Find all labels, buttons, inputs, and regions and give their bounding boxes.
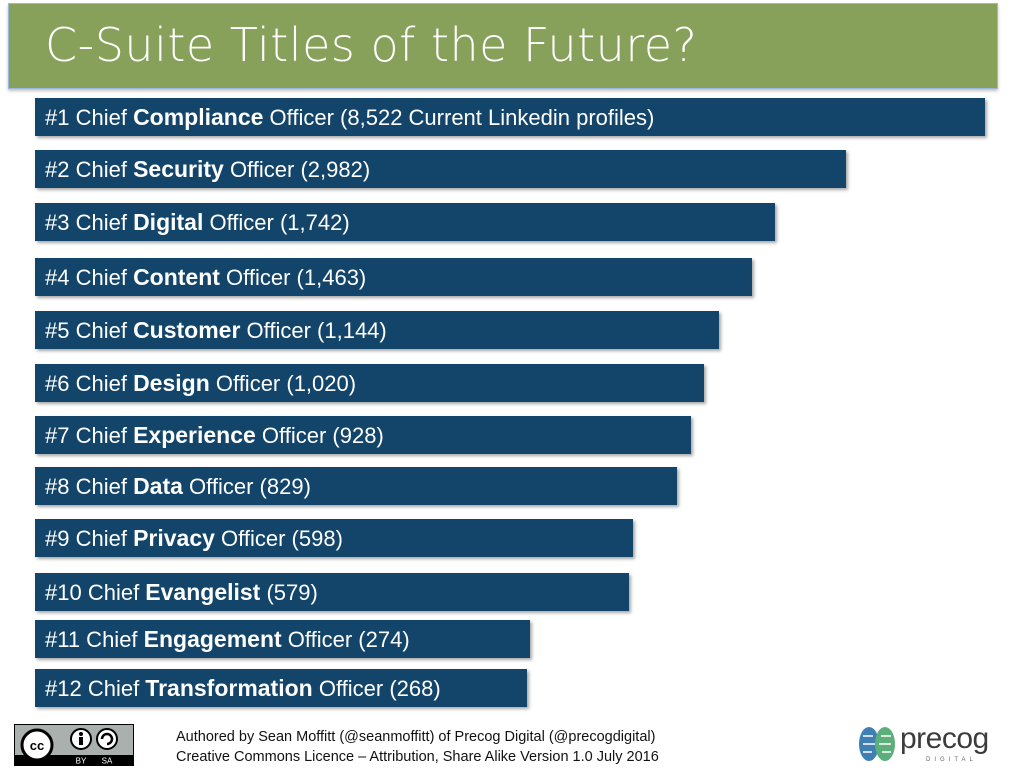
bar-label-suffix: Officer (829) bbox=[182, 474, 311, 499]
bar-label-suffix: Officer (1,463) bbox=[219, 265, 367, 290]
bar-11: #11 Chief Engagement Officer (274) bbox=[35, 620, 530, 658]
bar-label-prefix: #5 Chief bbox=[45, 318, 134, 343]
bar-3: #3 Chief Digital Officer (1,742) bbox=[35, 203, 775, 241]
bar-label-suffix: Officer (274) bbox=[281, 627, 410, 652]
bar-label-keyword: Evangelist bbox=[145, 579, 261, 605]
bar-label-suffix: Officer (1,144) bbox=[240, 318, 387, 343]
bar-label-prefix: #2 Chief bbox=[45, 157, 134, 182]
page-title: C-Suite Titles of the Future? bbox=[45, 18, 698, 72]
bar-label-keyword: Design bbox=[133, 370, 210, 396]
cc-by-label: BY bbox=[76, 757, 87, 766]
bar-label-prefix: #4 Chief bbox=[45, 265, 134, 290]
bar-label-suffix: Officer (1,020) bbox=[209, 371, 357, 396]
bar-label-prefix: #8 Chief bbox=[45, 474, 134, 499]
bar-label-keyword: Privacy bbox=[133, 525, 215, 551]
bar-label-keyword: Engagement bbox=[143, 626, 282, 652]
bar-10: #10 Chief Evangelist (579) bbox=[35, 573, 629, 611]
bar-label-keyword: Digital bbox=[133, 209, 204, 235]
bar-label-keyword: Content bbox=[133, 264, 220, 290]
bar-label-keyword: Transformation bbox=[145, 675, 313, 701]
bar-2: #2 Chief Security Officer (2,982) bbox=[35, 150, 846, 188]
logo-subtitle: DIGITAL bbox=[926, 757, 977, 763]
bar-1: #1 Chief Compliance Officer (8,522 Curre… bbox=[35, 98, 985, 136]
bar-12: #12 Chief Transformation Officer (268) bbox=[35, 669, 527, 707]
bar-label-keyword: Security bbox=[133, 156, 224, 182]
bar-label-suffix: Officer (1,742) bbox=[203, 210, 350, 235]
attribution: Authored by Sean Moffitt (@seanmoffitt) … bbox=[176, 727, 659, 767]
bar-8: #8 Chief Data Officer (829) bbox=[35, 467, 677, 505]
attribution-line-2: Creative Commons Licence – Attribution, … bbox=[176, 749, 659, 765]
bar-label-suffix: Officer (928) bbox=[255, 423, 384, 448]
bar-6: #6 Chief Design Officer (1,020) bbox=[35, 364, 704, 402]
bar-label-suffix: (579) bbox=[260, 580, 318, 605]
bar-label-prefix: #12 Chief bbox=[45, 676, 146, 701]
bar-label-suffix: Officer (8,522 Current Linkedin profiles… bbox=[263, 105, 655, 130]
bar-label-prefix: #3 Chief bbox=[45, 210, 134, 235]
bar-label-keyword: Customer bbox=[133, 317, 241, 343]
bar-label-prefix: #1 Chief bbox=[45, 105, 134, 130]
precog-logo: precog DIGITAL bbox=[858, 724, 989, 764]
creative-commons-badge: cc BY SA bbox=[14, 724, 134, 766]
cc-sa-label: SA bbox=[102, 757, 113, 766]
bar-5: #5 Chief Customer Officer (1,144) bbox=[35, 311, 720, 349]
bar-label-suffix: Officer (2,982) bbox=[223, 157, 371, 182]
bar-label-keyword: Data bbox=[133, 473, 183, 499]
bar-label-suffix: Officer (598) bbox=[214, 526, 343, 551]
bar-label-prefix: #7 Chief bbox=[45, 423, 134, 448]
bar-label-prefix: #9 Chief bbox=[45, 526, 134, 551]
attribution-line-1: Authored by Sean Moffitt (@seanmoffitt) … bbox=[176, 729, 656, 745]
bar-label-prefix: #11 Chief bbox=[45, 627, 144, 652]
bar-7: #7 Chief Experience Officer (928) bbox=[35, 416, 692, 454]
bar-label-suffix: Officer (268) bbox=[312, 676, 441, 701]
logo-wordmark: precog bbox=[900, 722, 989, 755]
brain-icon bbox=[859, 727, 895, 761]
title-banner: C-Suite Titles of the Future? bbox=[8, 3, 998, 89]
bar-4: #4 Chief Content Officer (1,463) bbox=[35, 258, 752, 296]
bar-label-prefix: #6 Chief bbox=[45, 371, 134, 396]
bar-label-prefix: #10 Chief bbox=[45, 580, 146, 605]
bar-9: #9 Chief Privacy Officer (598) bbox=[35, 519, 634, 557]
svg-text:cc: cc bbox=[30, 738, 44, 753]
bar-label-keyword: Experience bbox=[133, 422, 256, 448]
bar-label-keyword: Compliance bbox=[133, 104, 264, 130]
